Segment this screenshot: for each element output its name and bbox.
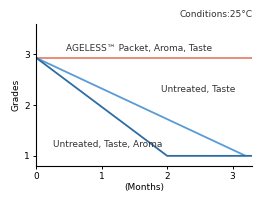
X-axis label: (Months): (Months) [124,183,164,192]
Text: Untreated, Taste: Untreated, Taste [161,85,235,94]
Text: AGELESS™ Packet, Aroma, Taste: AGELESS™ Packet, Aroma, Taste [66,44,212,53]
Text: Untreated, Taste, Aroma: Untreated, Taste, Aroma [53,140,162,149]
Y-axis label: Grades: Grades [11,79,20,111]
Text: Conditions:25°C: Conditions:25°C [179,10,252,19]
